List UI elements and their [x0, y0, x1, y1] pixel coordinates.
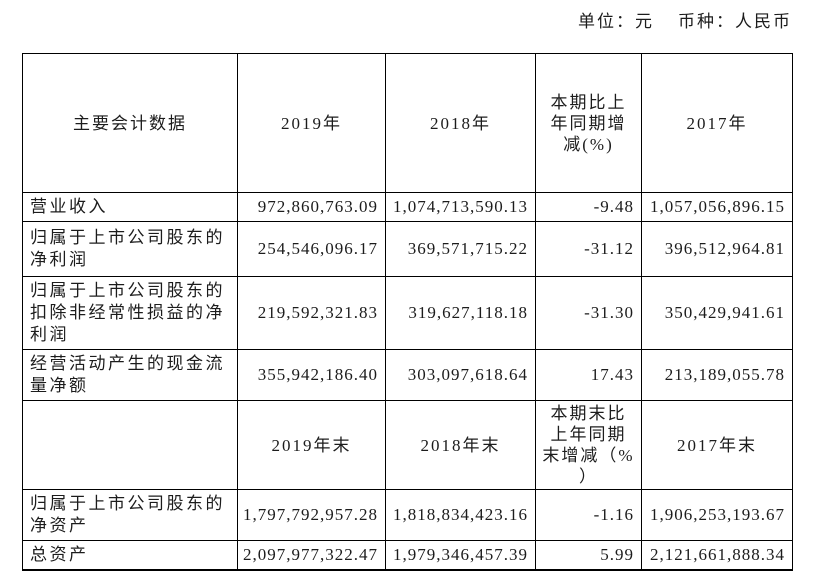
value-2017-end: 2,121,661,888.34 [641, 540, 793, 571]
value-2018: 369,571,715.22 [385, 221, 536, 277]
value-change: 17.43 [535, 349, 642, 401]
row-label: 归属于上市公司股东的净资产 [22, 489, 238, 541]
value-2018-end: 1,818,834,423.16 [385, 489, 536, 541]
currency-label: 币种：人民币 [678, 12, 792, 31]
value-2019-end: 1,797,792,957.28 [237, 489, 386, 541]
value-2018: 1,074,713,590.13 [385, 192, 536, 222]
column-header-2017-end: 2017年末 [641, 400, 793, 490]
row-label: 营业收入 [22, 192, 238, 222]
value-2017: 1,057,056,896.15 [641, 192, 793, 222]
value-change: -31.12 [535, 221, 642, 277]
table-row-net-profit: 归属于上市公司股东的净利润 254,546,096.17 369,571,715… [22, 221, 793, 277]
value-change: 5.99 [535, 540, 642, 571]
header-row-period: 主要会计数据 2019年 2018年 本期比上年同期增减(%) 2017年 [22, 53, 793, 193]
row-label: 总资产 [22, 540, 238, 571]
column-header-main-accounting-data: 主要会计数据 [22, 53, 238, 193]
value-2017: 213,189,055.78 [641, 349, 793, 401]
value-2019: 254,546,096.17 [237, 221, 386, 277]
value-2018: 319,627,118.18 [385, 276, 536, 350]
value-2018: 303,097,618.64 [385, 349, 536, 401]
unit-currency-line: 单位：元 币种：人民币 [578, 7, 792, 32]
column-header-2019: 2019年 [237, 53, 386, 193]
table-row-net-profit-deducted: 归属于上市公司股东的扣除非经常性损益的净利润 219,592,321.83 31… [22, 276, 793, 350]
table-row-total-assets: 总资产 2,097,977,322.47 1,979,346,457.39 5.… [22, 540, 793, 571]
row-label: 归属于上市公司股东的净利润 [22, 221, 238, 277]
value-2019-end: 2,097,977,322.47 [237, 540, 386, 571]
value-2017-end: 1,906,253,193.67 [641, 489, 793, 541]
value-2018-end: 1,979,346,457.39 [385, 540, 536, 571]
column-header-empty [22, 400, 238, 490]
header-row-period-end: 2019年末 2018年末 本期末比上年同期末增减（%） 2017年末 [22, 400, 793, 490]
table-row-operating-cash-flow: 经营活动产生的现金流量净额 355,942,186.40 303,097,618… [22, 349, 793, 401]
value-change: -31.30 [535, 276, 642, 350]
value-change: -1.16 [535, 489, 642, 541]
table-row-revenue: 营业收入 972,860,763.09 1,074,713,590.13 -9.… [22, 192, 793, 222]
value-2017: 396,512,964.81 [641, 221, 793, 277]
key-financials-table: 主要会计数据 2019年 2018年 本期比上年同期增减(%) 2017年 营业… [22, 53, 793, 571]
column-header-2019-end: 2019年末 [237, 400, 386, 490]
row-label: 经营活动产生的现金流量净额 [22, 349, 238, 401]
value-change: -9.48 [535, 192, 642, 222]
column-header-2018: 2018年 [385, 53, 536, 193]
value-2019: 219,592,321.83 [237, 276, 386, 350]
column-header-2017: 2017年 [641, 53, 793, 193]
column-header-2018-end: 2018年末 [385, 400, 536, 490]
table-row-net-assets: 归属于上市公司股东的净资产 1,797,792,957.28 1,818,834… [22, 489, 793, 541]
value-2019: 355,942,186.40 [237, 349, 386, 401]
column-header-end-change: 本期末比上年同期末增减（%） [535, 400, 642, 490]
unit-label: 单位：元 [578, 12, 654, 31]
value-2017: 350,429,941.61 [641, 276, 793, 350]
row-label: 归属于上市公司股东的扣除非经常性损益的净利润 [22, 276, 238, 350]
column-header-yoy-change: 本期比上年同期增减(%) [535, 53, 642, 193]
value-2019: 972,860,763.09 [237, 192, 386, 222]
